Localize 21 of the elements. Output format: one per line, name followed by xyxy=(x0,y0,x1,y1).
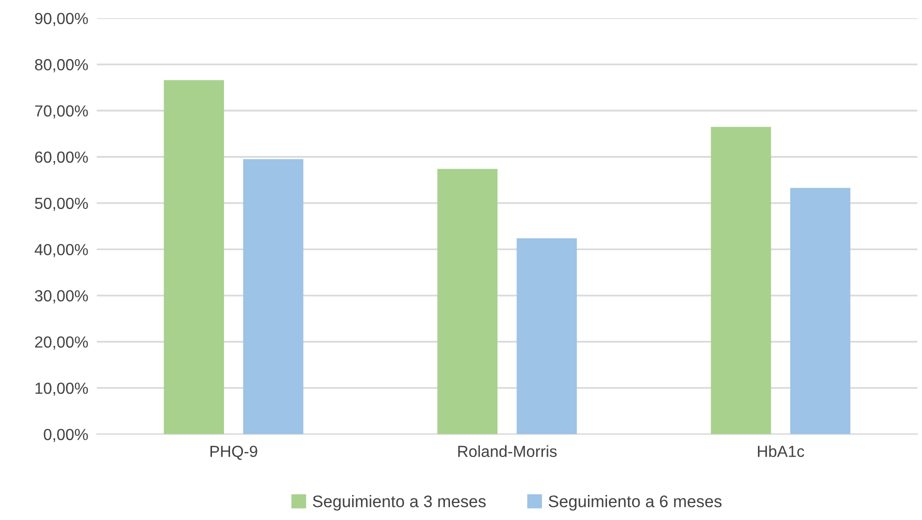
x-tick-label: HbA1c xyxy=(758,445,804,458)
bar xyxy=(516,238,577,434)
y-tick-label: 90,00% xyxy=(35,12,88,26)
y-tick-label: 40,00% xyxy=(34,244,88,258)
y-tick-label: 70,00% xyxy=(35,105,88,118)
legend-label: Seguimiento a 6 meses xyxy=(548,495,722,511)
y-tick-label: 20,00% xyxy=(35,336,88,350)
bar xyxy=(710,126,772,434)
y-tick-label: 0,00% xyxy=(44,428,88,442)
bar xyxy=(164,80,224,434)
bar xyxy=(790,188,850,434)
x-tick-label: PHQ-9 xyxy=(210,446,258,460)
y-tick-label: 10,00% xyxy=(36,382,88,396)
y-tick-label: 30,00% xyxy=(34,290,88,304)
y-tick-label: 80,00% xyxy=(35,59,88,72)
bar xyxy=(437,168,498,434)
bar xyxy=(243,159,304,434)
y-tick-label: 50,00% xyxy=(34,198,88,211)
x-tick-label: Roland-Morris xyxy=(458,445,557,458)
legend-label: Seguimiento a 3 meses xyxy=(312,495,486,511)
y-tick-label: 60,00% xyxy=(35,152,88,165)
